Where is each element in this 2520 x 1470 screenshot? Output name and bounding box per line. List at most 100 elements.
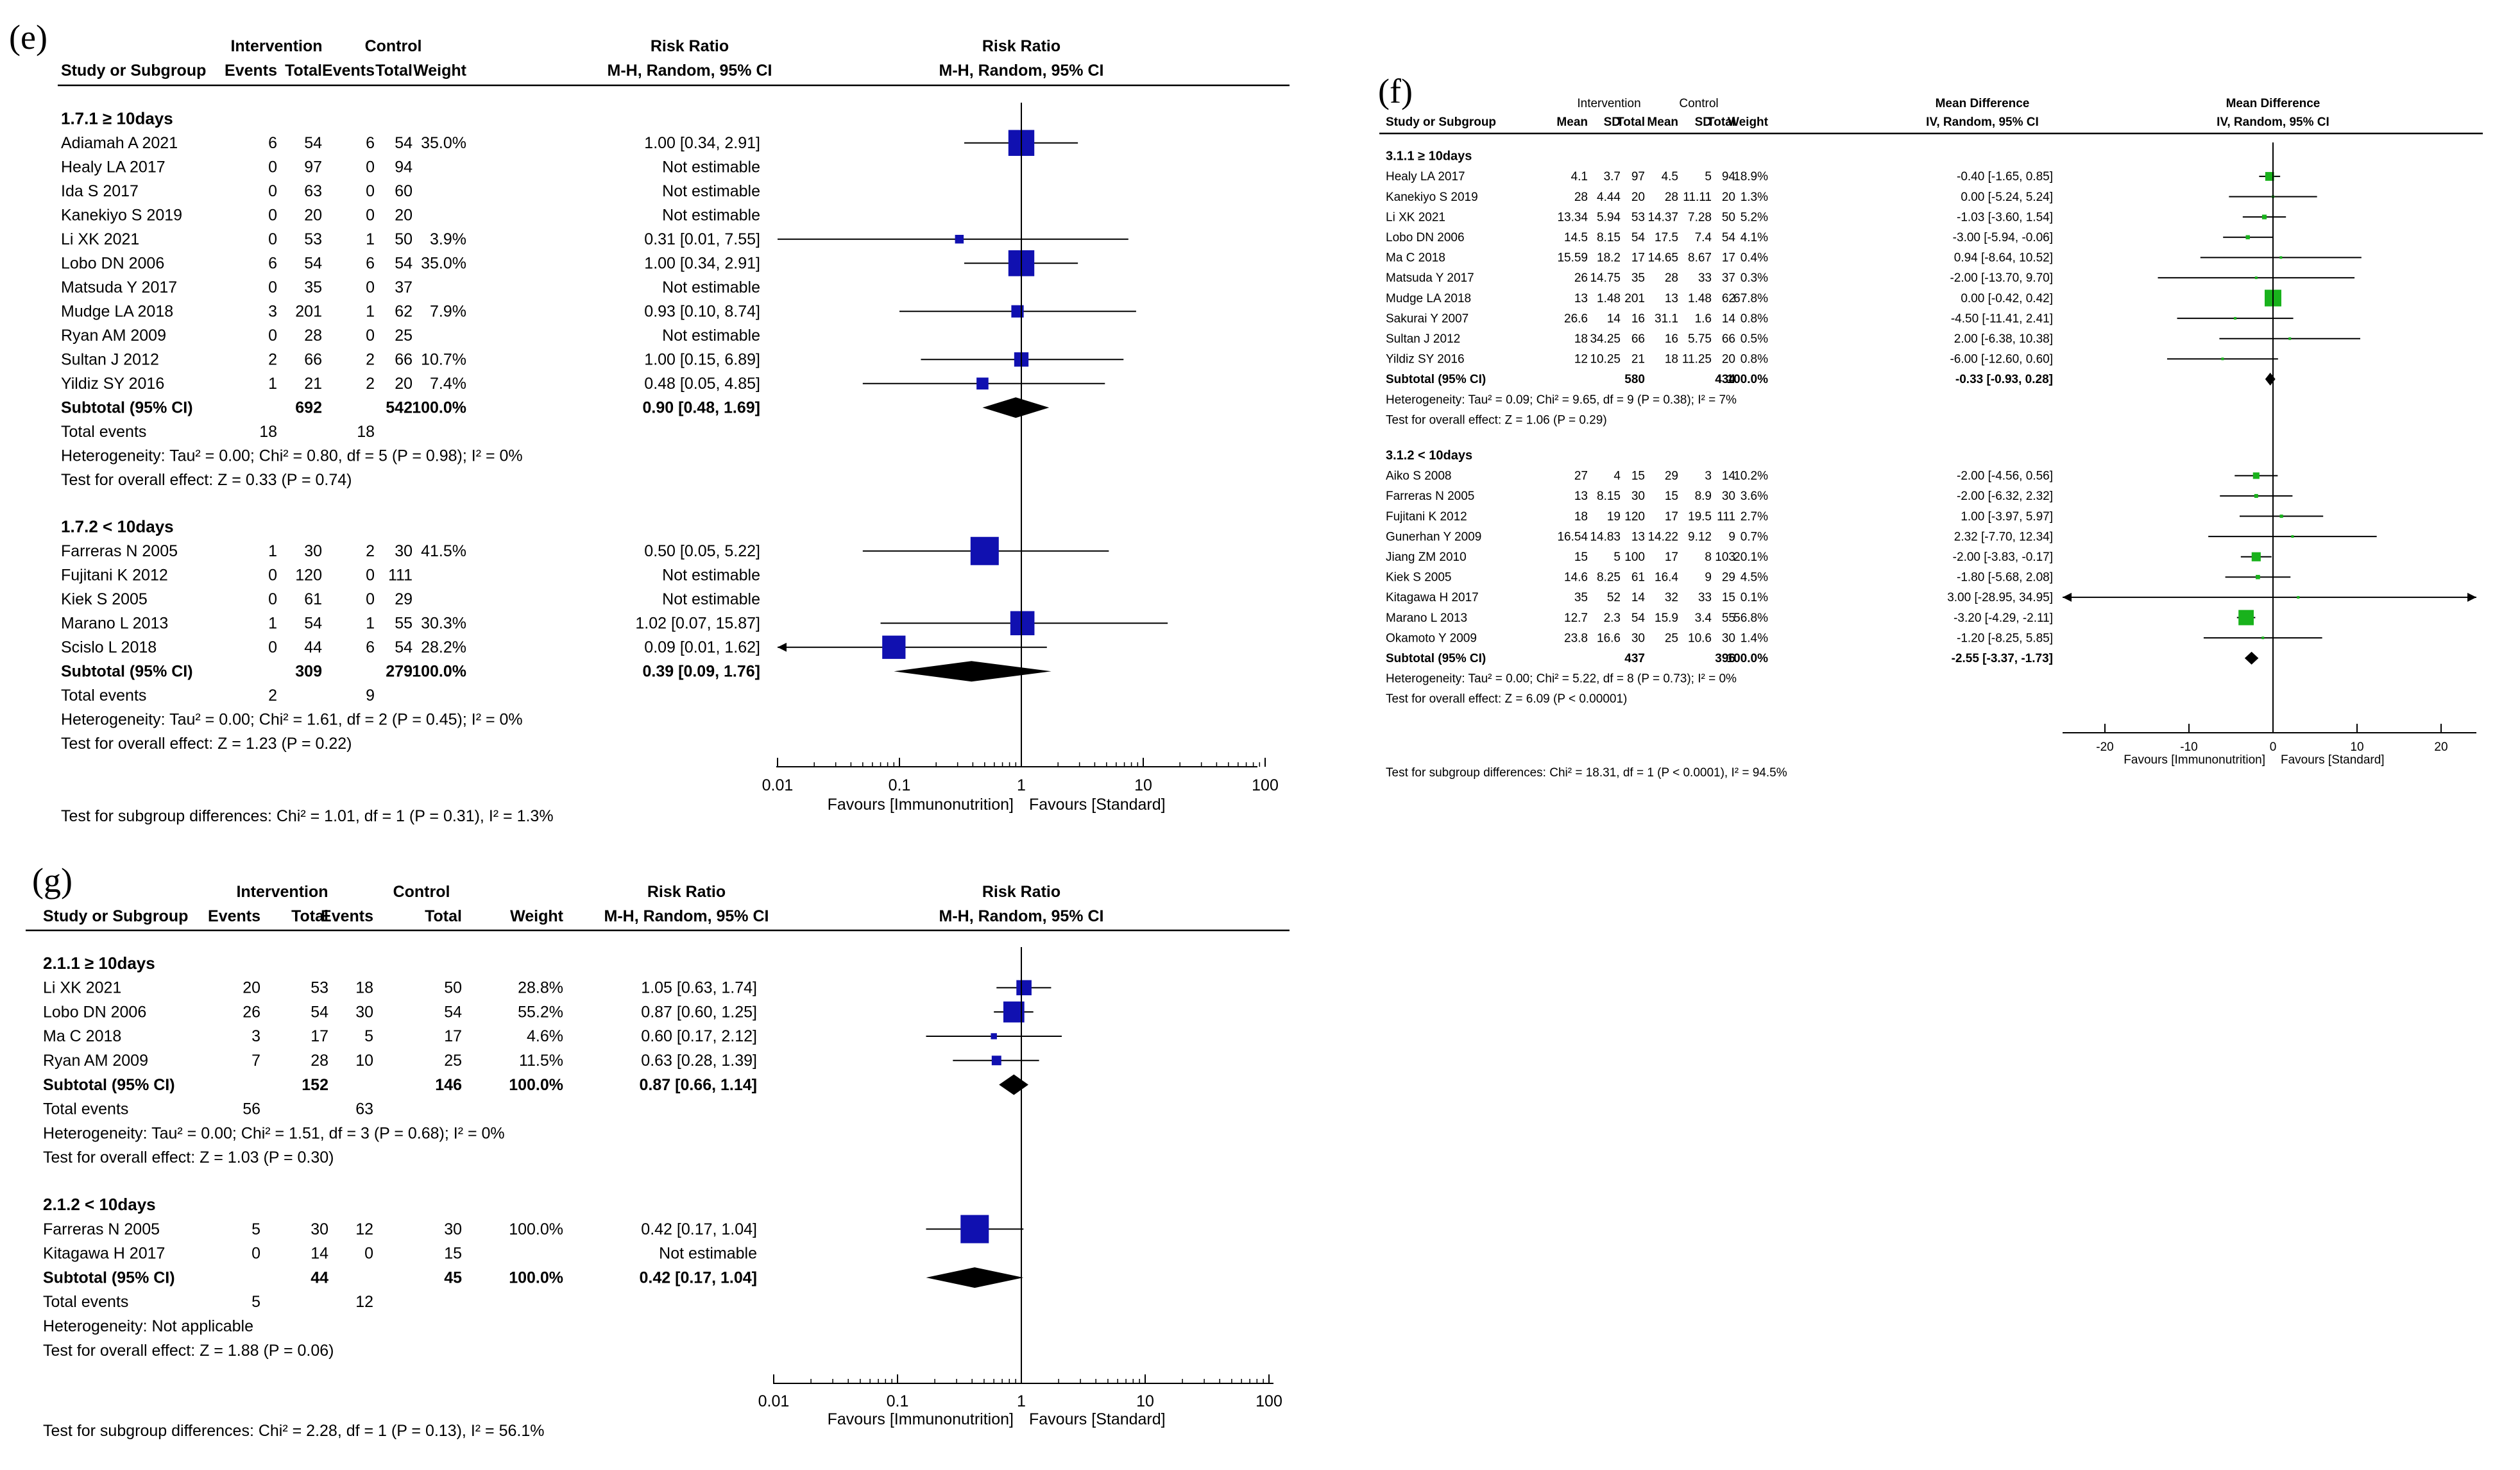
cell-total-control: 17 — [1722, 252, 1735, 265]
total-events-label: Total events — [61, 687, 146, 705]
study-name: Farreras N 2005 — [61, 542, 178, 560]
cell-total-intervention: 54 — [304, 615, 322, 633]
cell-weight: 10.7% — [421, 351, 466, 369]
cell-weight: 0.7% — [1741, 530, 1768, 543]
cell-effect-ci: Not estimable — [662, 567, 760, 585]
overall-effect-text: Test for overall effect: Z = 1.03 (P = 0… — [43, 1149, 334, 1167]
cell-mean-intervention: 23.8 — [1564, 631, 1588, 645]
cell-weight: 28.2% — [421, 638, 466, 656]
cell-total-intervention: 66 — [1631, 332, 1645, 346]
cell-total-control: 29 — [395, 590, 413, 608]
cell-effect-ci: -1.20 [-8.25, 5.85] — [1957, 631, 2053, 645]
study-name: Fujitani K 2012 — [61, 567, 168, 585]
cell-events-intervention: 7 — [251, 1052, 260, 1070]
x-axis-tick-label: 0.1 — [889, 776, 911, 794]
cell-effect-ci: Not estimable — [662, 278, 760, 296]
cell-total-intervention: 54 — [311, 1003, 328, 1021]
cell-weight: 55.2% — [518, 1003, 563, 1021]
effect-box — [2265, 172, 2274, 181]
cell-effect-ci: -3.00 [-5.94, -0.06] — [1953, 231, 2053, 244]
cell-mean-intervention: 16.54 — [1557, 530, 1588, 543]
cell-events-control: 12 — [355, 1220, 373, 1238]
study-name: Healy LA 2017 — [61, 158, 166, 176]
cell-total-intervention: 14 — [1631, 591, 1646, 604]
header-col: Study or Subgroup — [1386, 115, 1496, 129]
cell-total-control: 37 — [395, 278, 413, 296]
cell-sd-control: 3.4 — [1695, 611, 1712, 625]
effect-box — [2279, 514, 2283, 518]
effect-box — [1010, 611, 1035, 636]
total-events-label: Total events — [43, 1293, 128, 1311]
cell-total-control: 62 — [1722, 292, 1735, 305]
cell-mean-control: 29 — [1665, 470, 1678, 483]
cell-mean-control: 4.5 — [1662, 170, 1678, 184]
cell-effect-ci: Not estimable — [662, 182, 760, 200]
cell-sd-intervention: 4 — [1613, 470, 1621, 483]
cell-effect-ci: 1.00 [-3.97, 5.97] — [1961, 510, 2053, 524]
study-name: Mudge LA 2018 — [1386, 292, 1471, 305]
study-name: Sakurai Y 2007 — [1386, 312, 1469, 325]
effect-box — [2234, 317, 2237, 320]
study-name: Yildiz SY 2016 — [1386, 353, 1465, 366]
cell-effect-ci: 0.42 [0.17, 1.04] — [641, 1220, 757, 1238]
study-name: Li XK 2021 — [1386, 210, 1445, 224]
cell-sd-intervention: 19 — [1607, 510, 1621, 524]
cell-weight: 0.8% — [1741, 312, 1768, 325]
favours-left-label: Favours [Immunonutrition] — [2124, 753, 2265, 767]
subtotal-weight: 100.0% — [509, 1076, 563, 1094]
cell-effect-ci: 3.00 [-28.95, 34.95] — [1947, 591, 2053, 604]
cell-sd-control: 7.28 — [1688, 210, 1712, 224]
subtotal-diamond — [894, 661, 1051, 682]
cell-sd-intervention: 10.25 — [1590, 353, 1621, 366]
header-group-intervention: Intervention — [236, 883, 328, 901]
cell-mean-intervention: 14.6 — [1564, 571, 1588, 585]
header-col: Total — [1707, 115, 1735, 129]
cell-total-control: 55 — [395, 615, 413, 633]
heterogeneity-text: Heterogeneity: Tau² = 0.00; Chi² = 0.80,… — [61, 447, 523, 465]
cell-sd-control: 8.67 — [1688, 252, 1712, 265]
study-name: Matsuda Y 2017 — [1386, 271, 1474, 285]
study-name: Lobo DN 2006 — [43, 1003, 146, 1021]
effect-box — [1011, 305, 1024, 318]
total-events-intervention: 18 — [259, 423, 277, 441]
study-name: Fujitani K 2012 — [1386, 510, 1467, 524]
study-name: Matsuda Y 2017 — [61, 278, 177, 296]
study-name: Kitagawa H 2017 — [43, 1245, 165, 1263]
overall-effect-text: Test for overall effect: Z = 1.88 (P = 0… — [43, 1342, 334, 1360]
cell-total-intervention: 17 — [1631, 252, 1645, 265]
subgroup-title: 3.1.1 ≥ 10days — [1386, 150, 1472, 164]
cell-total-control: 29 — [1722, 571, 1735, 585]
favours-left-label: Favours [Immunonutrition] — [828, 796, 1014, 814]
cell-effect-ci: -2.00 [-4.56, 0.56] — [1957, 470, 2053, 483]
cell-sd-intervention: 1.48 — [1597, 292, 1621, 305]
cell-events-intervention: 0 — [268, 278, 277, 296]
cell-events-control: 2 — [366, 542, 375, 560]
header-effect-title: Mean Difference — [1936, 97, 2030, 110]
subtotal-label: Subtotal (95% CI) — [1386, 652, 1486, 665]
cell-weight: 2.7% — [1741, 510, 1768, 524]
cell-events-control: 6 — [366, 134, 375, 152]
cell-total-control: 14 — [1722, 470, 1736, 483]
effect-box — [2288, 337, 2292, 340]
cell-mean-control: 32 — [1665, 591, 1678, 604]
cell-total-control: 62 — [395, 303, 413, 321]
study-name: Kanekiyo S 2019 — [61, 207, 182, 225]
cell-events-control: 0 — [366, 278, 375, 296]
cell-mean-intervention: 13 — [1574, 292, 1588, 305]
subtotal-effect-ci: 0.39 [0.09, 1.76] — [643, 663, 760, 681]
cell-mean-intervention: 13.34 — [1557, 210, 1588, 224]
cell-weight: 28.8% — [518, 979, 563, 997]
cell-mean-control: 16.4 — [1655, 571, 1678, 585]
cell-events-control: 10 — [355, 1052, 373, 1070]
subtotal-total-intervention: 580 — [1624, 373, 1645, 386]
cell-effect-ci: 0.60 [0.17, 2.12] — [641, 1027, 757, 1045]
cell-sd-control: 8 — [1705, 551, 1712, 564]
cell-weight: 11.5% — [519, 1052, 563, 1070]
cell-sd-intervention: 14.83 — [1590, 530, 1621, 543]
cell-total-intervention: 16 — [1631, 312, 1645, 325]
cell-mean-control: 14.22 — [1647, 530, 1678, 543]
cell-weight: 4.6% — [527, 1027, 563, 1045]
cell-total-control: 94 — [1722, 170, 1736, 184]
subgroup-title: 3.1.2 < 10days — [1386, 449, 1472, 463]
cell-effect-ci: 1.00 [0.15, 6.89] — [644, 351, 760, 369]
